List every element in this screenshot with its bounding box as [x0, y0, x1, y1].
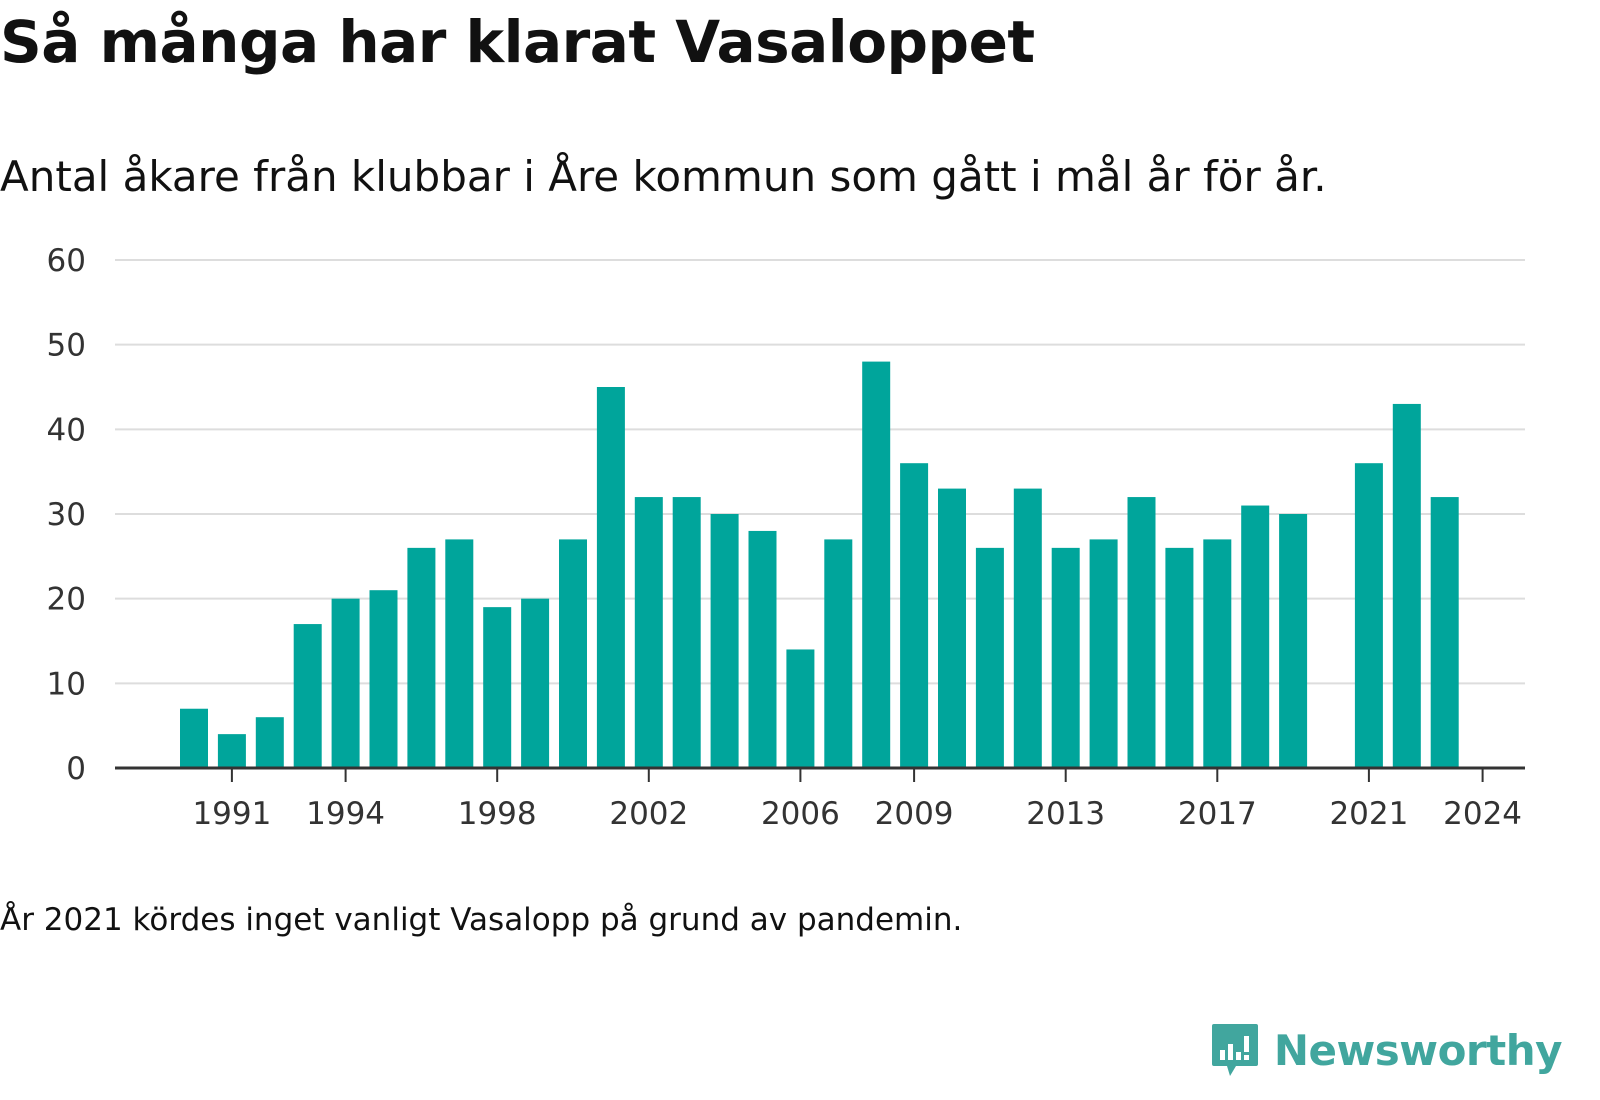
- bar: [634, 497, 663, 768]
- bar: [559, 539, 587, 768]
- x-tick-label: 2024: [1443, 796, 1522, 832]
- y-tick-label: 50: [47, 328, 86, 364]
- footnote: År 2021 kördes inget vanligt Vasalopp på…: [0, 902, 963, 938]
- bar: [407, 547, 436, 768]
- bar-chart: 0 10 20 30 40 50 60 1991 1994 1998 2002 2006 2009 20…: [47, 243, 1525, 832]
- bar: [1392, 403, 1421, 768]
- bar: [748, 530, 777, 768]
- bar: [1430, 497, 1459, 768]
- y-tick-label: 30: [47, 497, 86, 533]
- bar: [331, 598, 360, 768]
- bar: [938, 488, 966, 768]
- x-tick-label: 1991: [192, 796, 271, 832]
- bar: [862, 361, 891, 768]
- x-tick-label: 2006: [761, 796, 840, 832]
- y-tick-label: 40: [47, 412, 86, 448]
- bar: [710, 514, 739, 768]
- bar: [824, 539, 853, 768]
- bar: [217, 734, 246, 768]
- y-axis-ticks: 0 10 20 30 40 50 60: [47, 243, 86, 787]
- y-tick-label: 10: [47, 666, 86, 702]
- bar: [900, 463, 929, 768]
- bar: [255, 717, 284, 768]
- brand-name: Newsworthy: [1273, 1025, 1563, 1075]
- x-tick-label: 1994: [306, 796, 385, 832]
- bar: [445, 539, 474, 768]
- bar: [1127, 497, 1156, 768]
- bar: [1013, 488, 1042, 768]
- y-tick-label: 20: [47, 582, 86, 618]
- bar: [1241, 505, 1270, 768]
- bar: [293, 624, 322, 768]
- x-axis-ticks: 1991 1994 1998 2002 2006 2009 2013 2017 2021 2024: [192, 768, 1522, 832]
- bar: [369, 590, 398, 768]
- y-tick-label: 0: [66, 751, 86, 787]
- chart-subtitle: Antal åkare från klubbar i Åre kommun so…: [0, 152, 1327, 201]
- chart-title: Så många har klarat Vasaloppet: [0, 8, 1035, 76]
- bar: [1089, 539, 1118, 768]
- bar: [1165, 547, 1194, 768]
- x-tick-label: 2002: [609, 796, 688, 832]
- bar: [1354, 463, 1383, 768]
- bar: [180, 708, 208, 768]
- x-tick-label: 2009: [875, 796, 954, 832]
- bars: [180, 361, 1459, 768]
- bar: [672, 497, 701, 768]
- bar: [1279, 514, 1308, 768]
- bar: [786, 649, 815, 768]
- bar: [975, 547, 1004, 768]
- x-tick-label: 2013: [1026, 796, 1105, 832]
- gridlines: [115, 259, 1525, 685]
- brand-logo: Newsworthy: [1210, 1022, 1563, 1078]
- bar: [596, 387, 625, 768]
- x-tick-label: 2021: [1329, 796, 1408, 832]
- bar: [483, 607, 512, 768]
- bar: [521, 598, 550, 768]
- bar: [1051, 547, 1080, 768]
- x-tick-label: 1998: [458, 796, 537, 832]
- newsworthy-logo-icon: [1211, 1024, 1258, 1076]
- x-tick-label: 2017: [1178, 796, 1257, 832]
- y-tick-label: 60: [47, 243, 86, 279]
- bar: [1203, 539, 1232, 768]
